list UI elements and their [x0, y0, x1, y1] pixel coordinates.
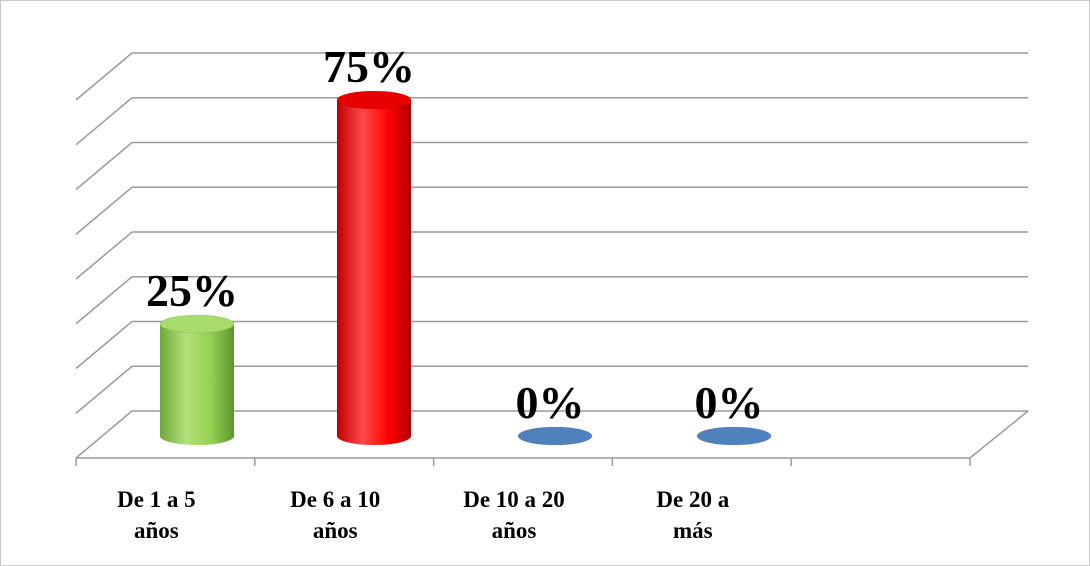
side-gridline [75, 231, 133, 280]
category-label-1: De 1 a 5 años [66, 484, 246, 546]
category-label-line1: De 20 a [656, 487, 730, 512]
bar-top-2 [336, 90, 412, 110]
side-gridline [75, 141, 133, 191]
category-label-4: De 20 a más [603, 484, 783, 546]
bar-top-3 [517, 426, 593, 446]
bar-1 [160, 324, 234, 445]
data-label-4: 0% [695, 377, 764, 428]
bars [159, 90, 772, 446]
category-label-line2: más [672, 518, 713, 543]
side-gridline [75, 410, 133, 459]
bar-top-4 [696, 426, 772, 446]
category-label-line1: De 6 a 10 [290, 487, 381, 512]
side-gridline [75, 52, 133, 101]
category-label-line2: años [312, 518, 358, 543]
data-label-1: 25% [146, 265, 238, 316]
side-gridline [75, 97, 133, 146]
category-label-line2: años [134, 518, 179, 543]
gridlines [75, 52, 1029, 459]
category-label-3: De 10 a 20 años [424, 484, 604, 546]
bar-2 [337, 100, 411, 445]
data-labels: 25% 75% 0% 0% [146, 41, 764, 428]
side-gridline [75, 365, 133, 414]
category-label-line1: De 10 a 20 [463, 487, 565, 512]
side-gridline [75, 276, 133, 325]
data-label-3: 0% [516, 377, 585, 428]
side-gridline [75, 186, 133, 235]
side-gridline [75, 320, 133, 370]
bar-top-1 [159, 314, 235, 334]
data-label-2: 75% [323, 41, 415, 92]
category-label-line2: años [491, 518, 537, 543]
category-label-line1: De 1 a 5 [117, 487, 196, 512]
x-axis [75, 458, 971, 466]
floor-right-edge [969, 410, 1029, 459]
category-label-2: De 6 a 10 años [245, 484, 425, 546]
